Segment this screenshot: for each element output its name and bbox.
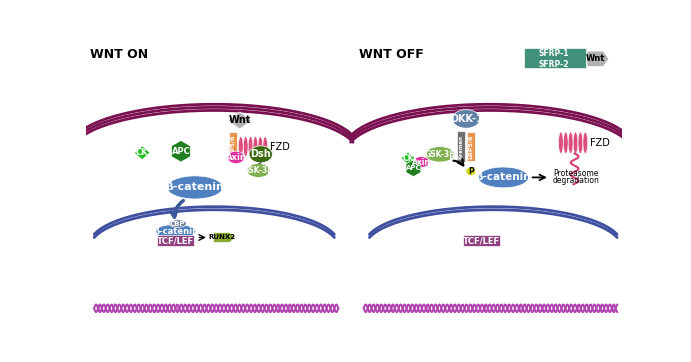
Ellipse shape: [238, 136, 243, 157]
Text: RUNX2: RUNX2: [209, 235, 236, 240]
Ellipse shape: [413, 157, 430, 167]
Ellipse shape: [258, 136, 263, 157]
Polygon shape: [135, 146, 150, 160]
Ellipse shape: [249, 146, 272, 163]
Text: WNT ON: WNT ON: [91, 48, 149, 61]
Text: DKK-1: DKK-1: [450, 114, 482, 124]
Text: P: P: [468, 167, 473, 176]
Polygon shape: [401, 152, 415, 164]
Ellipse shape: [263, 136, 267, 157]
Text: Axin: Axin: [412, 157, 430, 167]
Ellipse shape: [583, 132, 587, 153]
Ellipse shape: [167, 176, 223, 199]
Polygon shape: [587, 51, 609, 67]
Text: Wnt: Wnt: [586, 54, 605, 63]
Text: GSK-3β: GSK-3β: [243, 166, 274, 175]
Text: LRP5/6: LRP5/6: [468, 134, 473, 159]
Bar: [229, 132, 237, 161]
Ellipse shape: [227, 151, 245, 164]
Text: Axin: Axin: [225, 153, 247, 162]
Ellipse shape: [563, 132, 568, 153]
Text: Dsh: Dsh: [250, 149, 271, 159]
Ellipse shape: [169, 220, 187, 227]
Ellipse shape: [253, 136, 258, 157]
Polygon shape: [214, 232, 235, 243]
Text: LRP5/6: LRP5/6: [230, 134, 236, 159]
Ellipse shape: [243, 136, 248, 157]
Ellipse shape: [248, 136, 253, 157]
Text: CK: CK: [136, 148, 149, 157]
Text: TCF/LEF: TCF/LEF: [463, 236, 500, 245]
Bar: [457, 131, 464, 162]
Text: WNT OFF: WNT OFF: [359, 48, 424, 61]
Text: GSK-3β: GSK-3β: [424, 150, 455, 159]
Text: APC: APC: [171, 147, 190, 156]
Polygon shape: [524, 48, 586, 68]
Ellipse shape: [478, 167, 529, 188]
Ellipse shape: [558, 132, 563, 153]
Ellipse shape: [578, 132, 583, 153]
Text: degradation: degradation: [553, 176, 600, 185]
Polygon shape: [228, 112, 252, 129]
Bar: [463, 235, 500, 246]
Text: β-catenin: β-catenin: [165, 182, 225, 193]
Text: Kremen: Kremen: [458, 135, 463, 159]
Text: FZD: FZD: [270, 142, 290, 152]
Bar: [157, 235, 194, 246]
Text: β-catenin: β-catenin: [475, 172, 531, 182]
Text: TCF/LEF: TCF/LEF: [157, 236, 194, 245]
Text: Wnt: Wnt: [229, 115, 251, 126]
Ellipse shape: [425, 147, 455, 162]
Bar: [467, 132, 475, 161]
Text: FZD: FZD: [590, 138, 610, 148]
Text: CK: CK: [402, 154, 414, 163]
Polygon shape: [171, 140, 190, 162]
Ellipse shape: [574, 132, 578, 153]
Text: CBP: CBP: [170, 220, 186, 227]
Polygon shape: [406, 160, 421, 177]
Ellipse shape: [452, 110, 480, 128]
Ellipse shape: [155, 224, 196, 238]
Ellipse shape: [466, 167, 476, 176]
Text: β-catenin: β-catenin: [153, 227, 198, 236]
Ellipse shape: [568, 132, 573, 153]
Text: SFRP-1
SFRP-2: SFRP-1 SFRP-2: [538, 49, 569, 68]
Ellipse shape: [247, 164, 270, 177]
Text: Proteasome: Proteasome: [553, 169, 598, 178]
Text: APC: APC: [406, 165, 422, 171]
